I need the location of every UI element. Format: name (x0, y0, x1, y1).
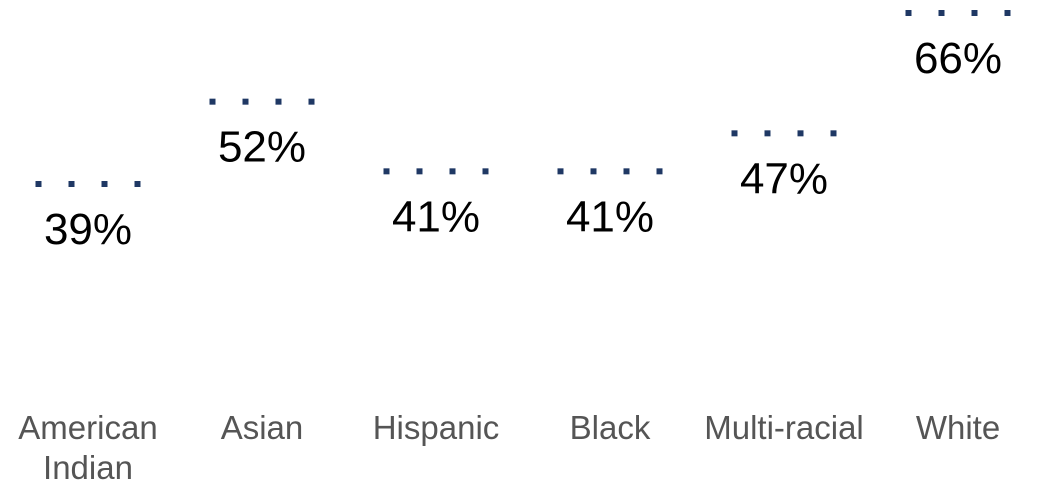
marker-dot (383, 168, 390, 175)
x-tick-label: Asian (221, 409, 304, 446)
marker-dot (275, 98, 282, 105)
x-tick-label: Multi-racial (704, 409, 864, 446)
marker-dot (797, 130, 804, 137)
data-marker (557, 168, 663, 175)
marker-dot (971, 10, 978, 16)
chart-marks (35, 10, 1011, 187)
marker-dot (209, 98, 216, 105)
marker-dot (308, 98, 315, 105)
data-label: 41% (392, 192, 480, 241)
marker-dot (830, 130, 837, 137)
x-tick-label: White (916, 409, 1000, 446)
x-tick-label: Black (570, 409, 651, 446)
data-marker (905, 10, 1011, 16)
marker-dot (623, 168, 630, 175)
marker-dot (938, 10, 945, 16)
marker-dot (764, 130, 771, 137)
marker-dot (557, 168, 564, 175)
data-label: 52% (218, 123, 306, 172)
chart-data-labels: 39% 52% 41% 41% 47% 66% (44, 34, 1002, 254)
marker-dot (590, 168, 597, 175)
marker-dot (242, 98, 249, 105)
marker-dot (449, 168, 456, 175)
data-marker (731, 130, 837, 137)
data-marker (383, 168, 489, 175)
data-label: 41% (566, 192, 654, 241)
marker-dot (134, 181, 141, 187)
data-label: 66% (914, 34, 1002, 83)
marker-dot (416, 168, 423, 175)
data-label: 47% (740, 154, 828, 203)
chart-x-axis-ticks: American Indian Asian Hispanic Black Multi-ra… (18, 409, 1000, 486)
marker-dot (656, 168, 663, 175)
data-label: 39% (44, 205, 132, 254)
marker-dot (101, 181, 108, 187)
marker-dot (68, 181, 75, 187)
marker-dot (731, 130, 738, 137)
data-marker (209, 98, 315, 105)
marker-dot (905, 10, 912, 16)
x-tick-label: American Indian (18, 409, 157, 486)
marker-dot (482, 168, 489, 175)
marker-dot (35, 181, 42, 187)
data-marker (35, 181, 141, 187)
marker-dot (1004, 10, 1011, 16)
x-tick-label: Hispanic (373, 409, 500, 446)
